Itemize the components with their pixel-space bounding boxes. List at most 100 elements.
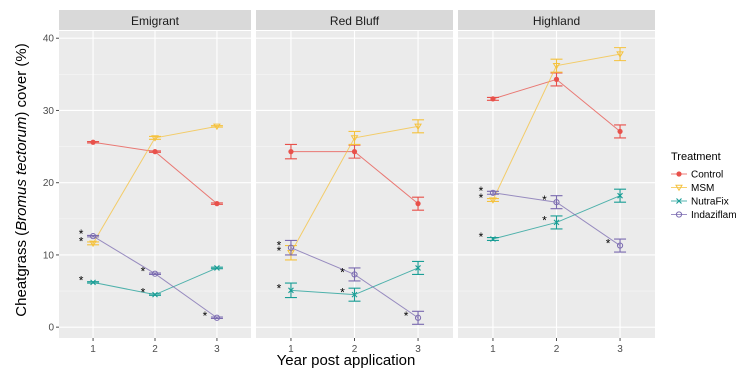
significance-star: * xyxy=(542,193,547,207)
data-point xyxy=(351,271,358,278)
x-tick-label: 2 xyxy=(352,344,358,355)
significance-star: * xyxy=(340,265,345,279)
significance-star: * xyxy=(277,281,282,295)
error-bar xyxy=(348,267,361,282)
error-bar xyxy=(149,272,161,275)
significance-star: * xyxy=(79,234,84,248)
error-bar xyxy=(210,316,223,320)
error-bar xyxy=(348,130,361,145)
legend-label: NutraFix xyxy=(691,197,729,208)
error-bar xyxy=(87,241,100,246)
legend: Treatment Control MSM NutraFix Indaziflam xyxy=(671,151,737,221)
y-axis-title: Cheatgrass (Bromus tectorum) cover (%) xyxy=(13,43,30,316)
series-control xyxy=(284,143,425,211)
x-tick-label: 2 xyxy=(554,344,560,355)
error-bar xyxy=(486,198,499,203)
series-msm xyxy=(87,123,223,248)
error-bar xyxy=(210,125,223,128)
legend-item-indaziflam: Indaziflam xyxy=(671,210,737,221)
data-point xyxy=(414,123,422,131)
data-point xyxy=(490,96,496,102)
legend-label: Indaziflam xyxy=(691,210,737,221)
data-point xyxy=(90,279,96,286)
data-point xyxy=(553,76,560,82)
panel-emigrant: Emigrant******1 2 3 xyxy=(59,10,251,355)
significance-star: * xyxy=(479,184,484,198)
data-point xyxy=(616,51,624,58)
data-point xyxy=(489,189,497,196)
data-point xyxy=(414,314,422,321)
y-axis-title-part: ) cover (%) xyxy=(13,43,30,116)
data-point xyxy=(415,201,421,207)
data-point xyxy=(553,199,560,206)
series-msm xyxy=(486,47,627,204)
error-bar xyxy=(614,238,627,253)
panel-highland: Highland******1 2 3 xyxy=(458,10,655,355)
data-point xyxy=(288,149,294,155)
data-point xyxy=(415,265,421,271)
legend-key-marker xyxy=(675,184,683,192)
significance-star: * xyxy=(542,213,547,227)
legend-key-marker xyxy=(676,198,682,204)
error-bar xyxy=(412,119,425,134)
legend-item-msm: MSM xyxy=(671,183,714,194)
x-tick-label: 3 xyxy=(617,344,623,355)
panel-title: Highland xyxy=(533,14,580,28)
x-tick-label: 2 xyxy=(152,344,158,355)
series-nutrafix xyxy=(486,188,627,242)
panel-title: Emigrant xyxy=(131,14,180,28)
data-point xyxy=(89,240,97,248)
error-bar xyxy=(412,310,425,325)
error-bar xyxy=(284,239,297,256)
data-point xyxy=(351,291,358,298)
significance-star: * xyxy=(79,227,84,241)
series-indaziflam xyxy=(486,189,627,253)
y-axis: 0 10 20 30 40 xyxy=(43,34,59,334)
panel-strip xyxy=(59,10,251,30)
significance-star: * xyxy=(203,309,208,323)
y-tick-label: 20 xyxy=(43,178,55,189)
significance-star: * xyxy=(404,309,409,323)
data-point xyxy=(90,139,96,145)
data-point xyxy=(214,265,220,271)
legend-title: Treatment xyxy=(671,151,721,163)
legend-item-control: Control xyxy=(671,170,723,181)
series-nutrafix xyxy=(87,265,223,298)
data-point xyxy=(151,135,159,142)
x-axis-title: Year post application xyxy=(277,352,416,369)
panel-red-bluff: Red Bluff******1 2 3 xyxy=(256,10,453,355)
error-bar xyxy=(550,195,563,210)
significance-star: * xyxy=(141,265,146,279)
y-tick-label: 40 xyxy=(43,34,55,45)
series-control xyxy=(486,72,627,139)
x-tick-label: 3 xyxy=(415,344,421,355)
legend-label: Control xyxy=(691,170,723,181)
panel-title: Red Bluff xyxy=(330,14,380,28)
data-point xyxy=(553,219,560,226)
x-tick-label: 1 xyxy=(490,344,496,355)
significance-star: * xyxy=(79,273,84,287)
significance-star: * xyxy=(479,230,484,244)
error-bar xyxy=(149,135,161,140)
y-tick-label: 0 xyxy=(48,323,54,334)
series-control xyxy=(87,139,223,207)
y-axis-title-part: Cheatgrass ( xyxy=(13,231,30,317)
legend-label: MSM xyxy=(691,183,714,194)
data-point xyxy=(152,149,158,155)
error-bar xyxy=(486,190,499,195)
legend-key-marker xyxy=(676,171,682,177)
data-point xyxy=(213,314,221,321)
data-point xyxy=(152,291,158,298)
x-tick-label: 3 xyxy=(214,344,220,355)
series-nutrafix xyxy=(284,260,425,302)
error-bar xyxy=(550,58,563,73)
y-tick-label: 10 xyxy=(43,250,55,261)
panel-strip xyxy=(458,10,655,30)
data-point xyxy=(287,244,295,251)
data-point xyxy=(616,242,624,249)
error-bar xyxy=(614,47,627,62)
panel-strip xyxy=(256,10,453,30)
